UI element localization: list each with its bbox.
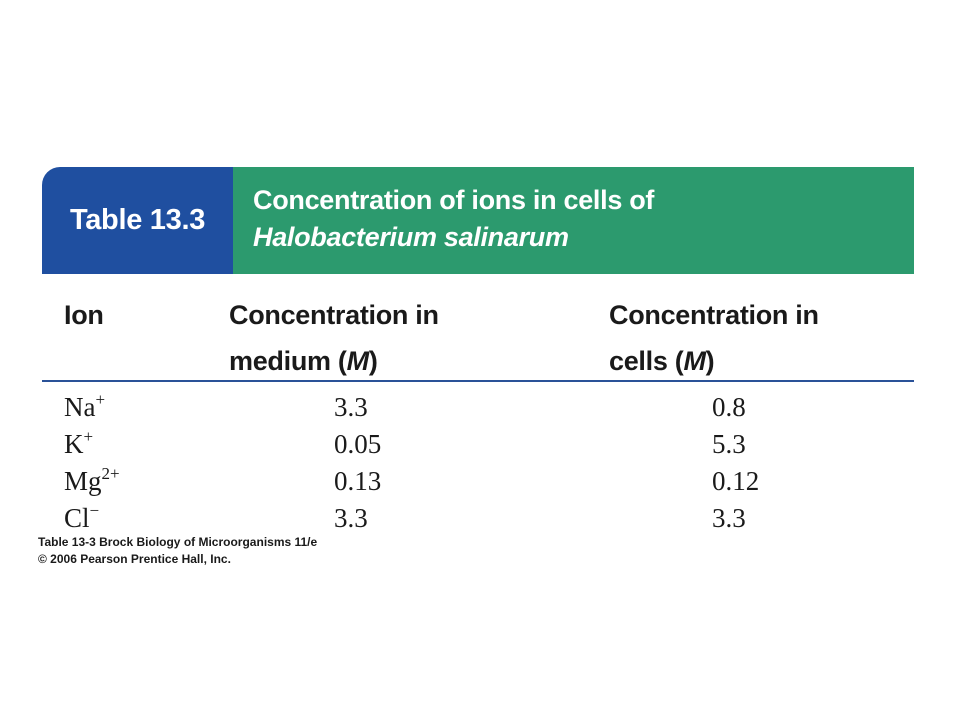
ion-symbol: Na	[64, 392, 96, 422]
ion-cell: Na+	[64, 390, 106, 423]
table-title: Concentration of ions in cells of Haloba…	[233, 167, 914, 274]
table-row: Na+ 3.3 0.8	[42, 388, 914, 425]
header-cell-concentration: Concentration in cells (M)	[609, 292, 819, 384]
table-title-organism: Halobacterium salinarum	[253, 222, 569, 252]
table-row: Cl− 3.3 3.3	[42, 499, 914, 536]
table-row: K+ 0.05 5.3	[42, 425, 914, 462]
medium-value: 0.05	[334, 429, 382, 459]
medium-value: 3.3	[334, 503, 368, 533]
header-medium-concentration: Concentration in medium (M)	[229, 292, 439, 384]
header-medium-prefix: medium (	[229, 346, 347, 376]
cells-value: 0.12	[712, 466, 760, 496]
ion-symbol: Cl	[64, 503, 90, 533]
ion-charge: +	[95, 390, 106, 409]
table-title-line1: Concentration of ions in cells of	[253, 185, 655, 215]
ion-symbol: K	[64, 429, 84, 459]
source-credit-line1: Table 13-3 Brock Biology of Microorganis…	[38, 535, 318, 549]
header-cells-line2: cells (M)	[609, 338, 819, 384]
ion-cell: K+	[64, 427, 94, 460]
header-cells-prefix: cells (	[609, 346, 684, 376]
ion-concentration-table: Table 13.3 Concentration of ions in cell…	[42, 167, 914, 536]
table-header-row: Ion Concentration in medium (M) Concentr…	[42, 274, 914, 382]
header-cells-suffix: )	[705, 346, 715, 376]
ion-cell: Mg2+	[64, 464, 120, 497]
header-medium-line1: Concentration in	[229, 300, 439, 330]
source-credit: Table 13-3 Brock Biology of Microorganis…	[38, 534, 317, 568]
ion-charge: −	[89, 501, 100, 520]
cells-value: 5.3	[712, 429, 746, 459]
medium-value: 3.3	[334, 392, 368, 422]
ion-symbol: Mg	[64, 466, 102, 496]
table-row: Mg2+ 0.13 0.12	[42, 462, 914, 499]
header-medium-line2: medium (M)	[229, 338, 439, 384]
medium-value: 0.13	[334, 466, 382, 496]
ion-charge: +	[83, 427, 94, 446]
cells-value: 0.8	[712, 392, 746, 422]
header-medium-unit: M	[346, 346, 370, 376]
header-cells-line1: Concentration in	[609, 300, 819, 330]
ion-cell: Cl−	[64, 501, 100, 534]
header-cells-unit: M	[683, 346, 706, 376]
header-ion: Ion	[64, 300, 104, 330]
table-body: Na+ 3.3 0.8 K+ 0.05 5.3 Mg2+ 0.13 0.12 C…	[42, 382, 914, 536]
cells-value: 3.3	[712, 503, 746, 533]
header-medium-suffix: )	[368, 346, 378, 376]
table-number-label: Table 13.3	[42, 167, 233, 274]
ion-charge: 2+	[101, 464, 120, 483]
table-banner: Table 13.3 Concentration of ions in cell…	[42, 167, 914, 274]
source-credit-line2: © 2006 Pearson Prentice Hall, Inc.	[38, 552, 231, 566]
